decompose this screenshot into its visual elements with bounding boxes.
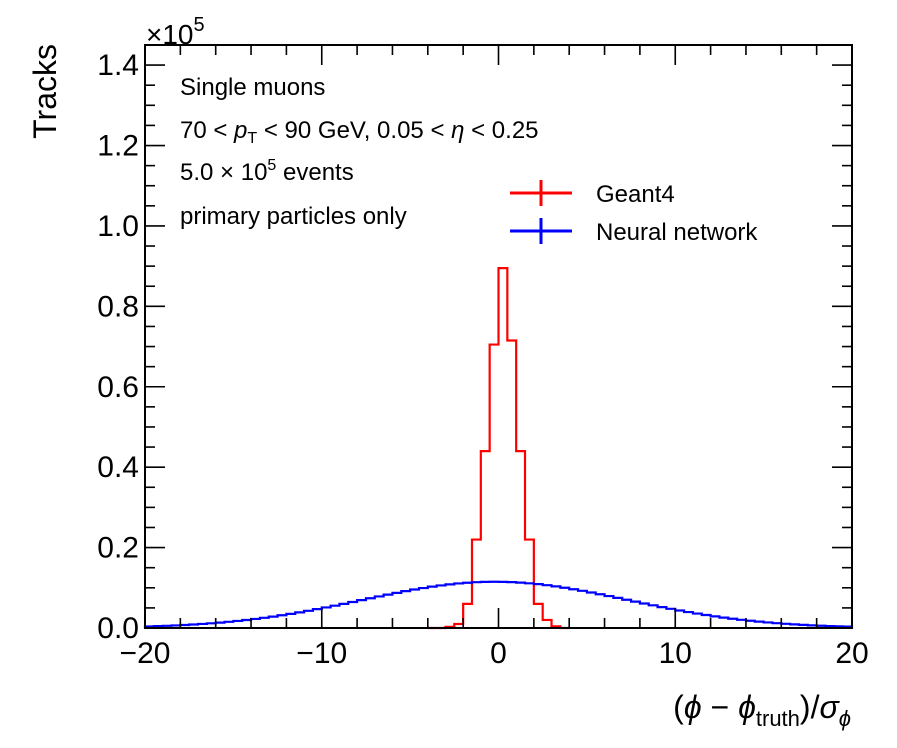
plot-frame	[144, 44, 853, 629]
x-tick-label: 20	[835, 637, 868, 670]
y-multiplier: ×105	[146, 14, 205, 50]
y-tick-label: 1.2	[97, 130, 139, 163]
y-tick-label: 0.8	[97, 290, 139, 323]
x-tick-label: −20	[120, 637, 171, 670]
annotation-line-4: primary particles only	[180, 203, 407, 230]
x-tick-label: −10	[296, 637, 347, 670]
y-axis-title: Tracks	[27, 44, 63, 139]
legend: Geant4 Neural network	[510, 180, 758, 246]
y-tick-label: 0.4	[97, 451, 139, 484]
legend-label: Neural network	[596, 219, 758, 246]
y-tick-label: 1.0	[97, 210, 139, 243]
annotation-line-1: Single muons	[180, 74, 325, 101]
annotation-line-3: 5.0 × 105 events	[180, 157, 354, 186]
x-tick-label: 10	[659, 637, 692, 670]
series-layer	[143, 267, 854, 630]
y-tick-label: 0.2	[97, 532, 139, 565]
legend-entry: Geant4	[510, 180, 675, 208]
y-tick-label: 0.0	[97, 612, 139, 645]
series-1-histogram	[143, 580, 854, 628]
legend-label: Geant4	[596, 181, 675, 208]
legend-entry: Neural network	[510, 218, 758, 246]
y-tick-label: 1.4	[97, 49, 139, 82]
annotation-block: Single muons 70 < pT < 90 GeV, 0.05 < η …	[180, 74, 539, 230]
y-tick-label: 0.6	[97, 371, 139, 404]
series-0-histogram	[427, 267, 570, 630]
x-axis-title: (ϕ − ϕtruth)/σϕ	[673, 689, 851, 731]
annotation-line-2: 70 < pT < 90 GeV, 0.05 < η < 0.25	[180, 117, 539, 147]
x-tick-label: 0	[490, 637, 507, 670]
tick-labels: −20 −10 0 10 20 0.0 0.2 0.4 0.6 0.8 1.0 1.2 1.4	[97, 49, 868, 670]
